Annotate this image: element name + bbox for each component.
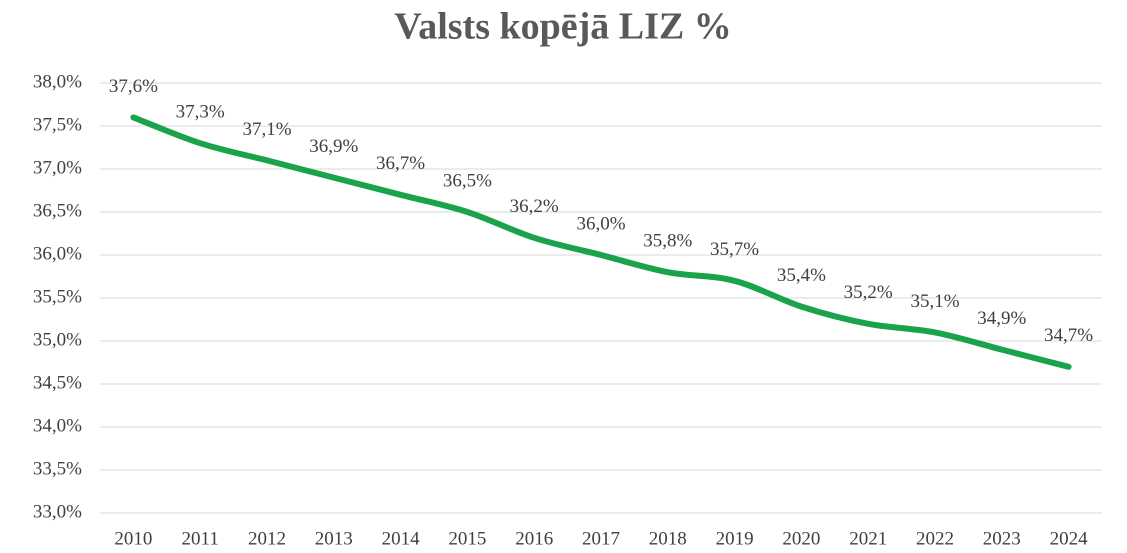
data-label: 35,7% — [710, 239, 759, 260]
x-tick-label: 2010 — [114, 528, 152, 549]
y-tick-label: 34,0% — [33, 415, 82, 436]
y-tick-label: 36,0% — [33, 243, 82, 264]
data-label: 34,9% — [977, 308, 1026, 329]
y-tick-label: 33,0% — [33, 501, 82, 522]
x-tick-label: 2016 — [515, 528, 553, 549]
x-tick-label: 2022 — [916, 528, 954, 549]
data-label: 37,3% — [176, 102, 225, 123]
data-label: 35,8% — [643, 231, 692, 252]
data-label: 35,4% — [777, 265, 826, 286]
data-label: 36,0% — [576, 213, 625, 234]
x-tick-label: 2015 — [448, 528, 486, 549]
data-label: 34,7% — [1044, 325, 1093, 346]
x-tick-label: 2023 — [983, 528, 1021, 549]
line — [130, 114, 1072, 370]
data-label: 36,7% — [376, 153, 425, 174]
data-label: 36,2% — [510, 196, 559, 217]
x-tick-label: 2017 — [582, 528, 620, 549]
y-tick-label: 35,5% — [33, 286, 82, 307]
x-tick-label: 2011 — [182, 528, 219, 549]
y-tick-label: 38,0% — [33, 71, 82, 92]
x-tick-label: 2013 — [315, 528, 353, 549]
y-tick-label: 33,5% — [33, 458, 82, 479]
x-tick-label: 2018 — [649, 528, 687, 549]
x-tick-label: 2024 — [1050, 528, 1089, 549]
x-tick-label: 2012 — [248, 528, 286, 549]
y-tick-label: 36,5% — [33, 200, 82, 221]
data-label: 36,9% — [309, 136, 358, 157]
y-tick-label: 37,0% — [33, 157, 82, 178]
x-tick-label: 2021 — [849, 528, 887, 549]
y-tick-label: 35,0% — [33, 329, 82, 350]
y-tick-label: 37,5% — [33, 114, 82, 135]
chart-title: Valsts kopējā LIZ % — [394, 6, 732, 48]
x-tick-label: 2019 — [716, 528, 754, 549]
data-label: 35,1% — [910, 291, 959, 312]
data-label: 36,5% — [443, 170, 492, 191]
data-label: 35,2% — [844, 282, 893, 303]
x-tick-label: 2020 — [782, 528, 820, 549]
data-label: 37,1% — [242, 119, 291, 140]
x-tick-label: 2014 — [382, 528, 421, 549]
y-tick-label: 34,5% — [33, 372, 82, 393]
data-label: 37,6% — [109, 76, 158, 97]
